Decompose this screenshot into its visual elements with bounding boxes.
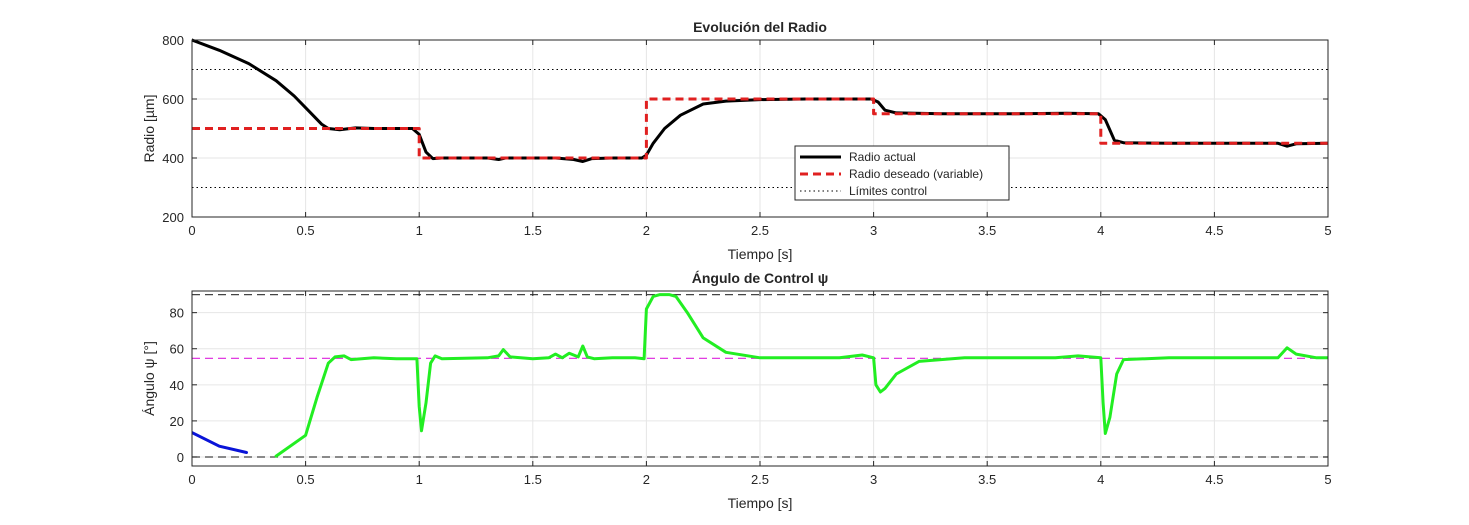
x-tick-label: 1.5: [524, 223, 542, 238]
x-tick-label: 2.5: [751, 472, 769, 487]
legend-label: Radio deseado (variable): [849, 167, 983, 181]
x-tick-label: 0: [188, 223, 195, 238]
radius-plot: 0 0.5 1 1.5 2 2.5 3 3.5 4 4.5 5 200 400 600 800 Evoluci…: [141, 19, 1332, 262]
series-line-0: [192, 431, 248, 454]
x-tick-label: 4: [1097, 223, 1104, 238]
legend-label: Radio actual: [849, 150, 916, 164]
y-tick-label: 400: [162, 151, 184, 166]
y-axis-label: Ángulo ψ [°]: [141, 341, 157, 416]
x-tick-label: 2: [643, 223, 650, 238]
x-tick-label: 0.5: [297, 223, 315, 238]
y-tick-label: 20: [170, 414, 184, 429]
x-tick-label: 0.5: [297, 472, 315, 487]
x-tick-label: 3.5: [978, 472, 996, 487]
x-tick-label: 5: [1324, 472, 1331, 487]
x-tick-label: 1: [416, 223, 423, 238]
y-tick-label: 40: [170, 378, 184, 393]
y-tick-label: 0: [177, 450, 184, 465]
y-axis-label: Radio [µm]: [141, 95, 157, 163]
y-tick-label: 600: [162, 92, 184, 107]
angle-plot: 0 0.5 1 1.5 2 2.5 3 3.5 4 4.5 5 0 20 40 60 80 Ángulo de …: [141, 270, 1332, 511]
legend-label: Límites control: [849, 184, 927, 198]
y-tick-label: 800: [162, 33, 184, 48]
x-tick-label: 5: [1324, 223, 1331, 238]
x-tick-label: 0: [188, 472, 195, 487]
chart-title: Evolución del Radio: [693, 19, 827, 35]
y-tick-label: 80: [170, 306, 184, 321]
x-tick-label: 3.5: [978, 223, 996, 238]
chart-title: Ángulo de Control ψ: [692, 270, 829, 286]
x-axis-label: Tiempo [s]: [728, 246, 793, 262]
x-tick-label: 2.5: [751, 223, 769, 238]
x-tick-label: 3: [870, 223, 877, 238]
y-tick-label: 200: [162, 210, 184, 225]
x-tick-label: 1.5: [524, 472, 542, 487]
series-line-1: [274, 293, 1328, 458]
x-axis-label: Tiempo [s]: [728, 495, 793, 511]
series-line-1: [192, 97, 1328, 160]
legend: Radio actual Radio deseado (variable) Lími…: [794, 145, 1010, 201]
x-tick-label: 3: [870, 472, 877, 487]
x-tick-label: 4.5: [1205, 223, 1223, 238]
x-tick-label: 2: [643, 472, 650, 487]
y-tick-label: 60: [170, 342, 184, 357]
x-tick-label: 4: [1097, 472, 1104, 487]
x-tick-label: 1: [416, 472, 423, 487]
x-tick-label: 4.5: [1205, 472, 1223, 487]
